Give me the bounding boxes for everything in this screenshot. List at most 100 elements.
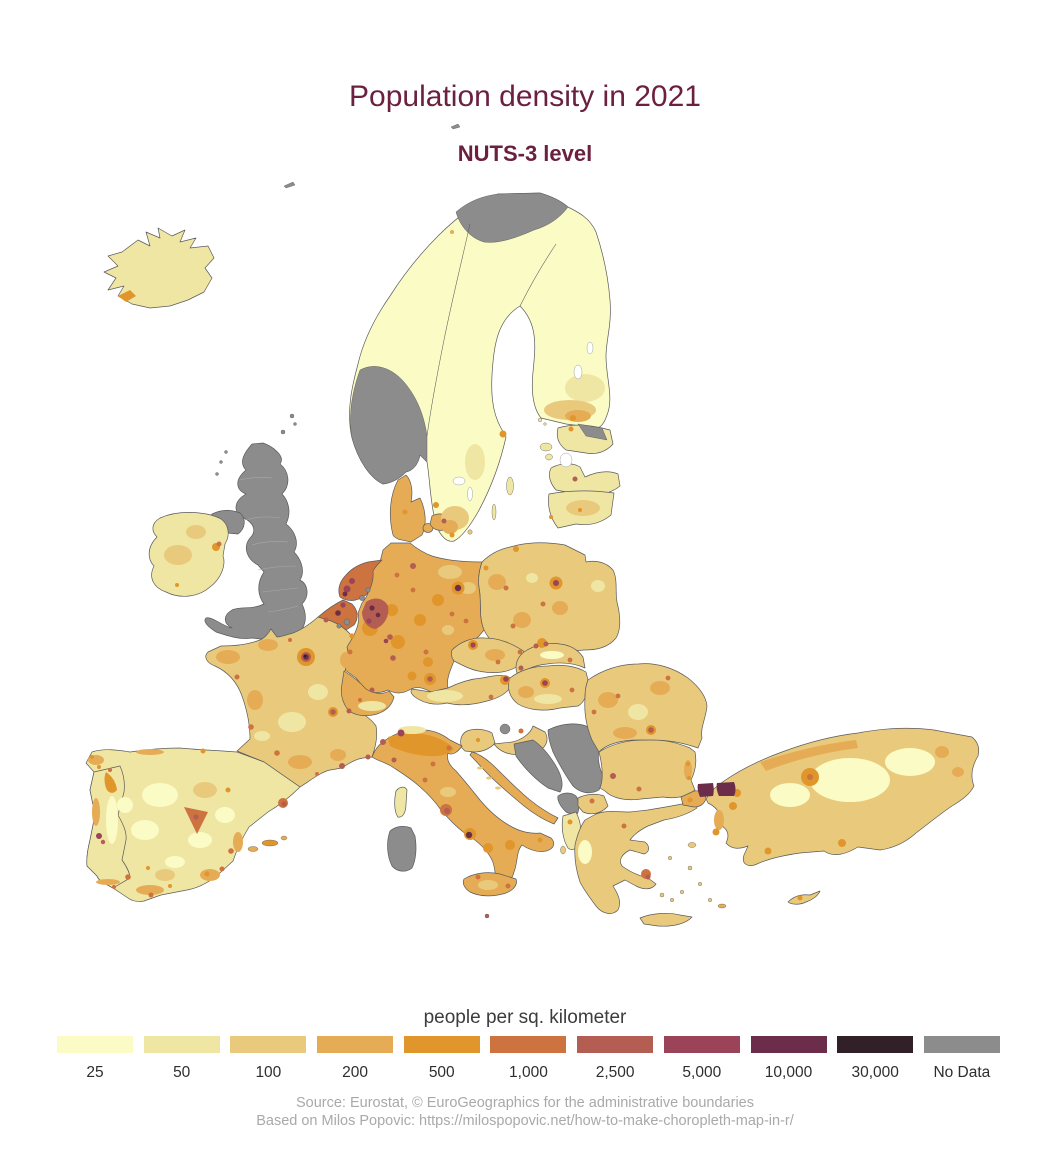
legend-item-30-000: 30,000 bbox=[837, 1036, 914, 1082]
finnish-lake-2 bbox=[586, 341, 594, 355]
legend-swatch bbox=[317, 1036, 394, 1053]
accent-alicante bbox=[219, 866, 225, 872]
legend-swatch bbox=[403, 1036, 480, 1053]
accent-es-coast-200 bbox=[136, 885, 164, 895]
finnish-lake-1 bbox=[573, 364, 583, 380]
region-gr-island bbox=[708, 898, 713, 903]
accent-izmir bbox=[712, 828, 720, 836]
region-nl-grey bbox=[365, 587, 371, 593]
accent-valencia bbox=[228, 848, 234, 854]
accent-de-blob bbox=[386, 604, 398, 616]
region-gr-island bbox=[659, 892, 665, 898]
legend-item-5-000: 5,000 bbox=[663, 1036, 740, 1082]
legend-swatch bbox=[577, 1036, 654, 1053]
accent-de-pale bbox=[460, 582, 476, 594]
accent-sweden-south-200 bbox=[442, 520, 458, 534]
accent-de-blob bbox=[423, 657, 433, 667]
accent-debrecen bbox=[569, 687, 575, 693]
accent-bremen bbox=[394, 572, 400, 578]
region-wallonia-grey bbox=[336, 623, 342, 629]
region-bornholm bbox=[467, 529, 473, 535]
accent-pt-pale bbox=[106, 796, 118, 844]
accent-tr-blacksea bbox=[760, 740, 858, 771]
gulf-of-riga bbox=[559, 452, 573, 468]
region-norway-south bbox=[350, 366, 428, 485]
gb-nuts-line bbox=[267, 605, 299, 613]
accent-bordeaux bbox=[248, 724, 254, 730]
legend-label: 2,500 bbox=[595, 1064, 635, 1081]
accent-ljubljana bbox=[475, 737, 481, 743]
accent-zagreb bbox=[518, 728, 524, 734]
accent-es-coast-200 bbox=[200, 869, 220, 881]
accent-milan bbox=[397, 729, 405, 737]
accent-fr-patch bbox=[216, 650, 240, 664]
accent-es-coast-200 bbox=[233, 832, 243, 852]
region-gr-island bbox=[698, 882, 703, 887]
accent-palermo bbox=[475, 874, 481, 880]
accent-granada bbox=[168, 884, 172, 888]
region-hebrides bbox=[224, 450, 228, 454]
accent-geneva bbox=[346, 708, 352, 714]
accent-sicily-center bbox=[478, 880, 498, 890]
accent-poland-pale bbox=[591, 580, 605, 592]
accent-iasi bbox=[665, 675, 671, 681]
accent-graz bbox=[488, 694, 494, 700]
accent-cordoba bbox=[146, 866, 150, 870]
accent-es-pale bbox=[215, 807, 235, 823]
region-nl-grey bbox=[359, 595, 365, 601]
region-shetland bbox=[289, 413, 295, 419]
legend-swatch bbox=[750, 1036, 827, 1053]
region-gr-island bbox=[680, 890, 685, 895]
accent-bursa bbox=[729, 802, 737, 810]
accent-fr-patch bbox=[330, 749, 346, 761]
accent-fr-patch bbox=[247, 690, 263, 710]
accent-stockholm bbox=[499, 430, 507, 438]
region-balearic-minor bbox=[247, 846, 259, 852]
accent-krakow bbox=[543, 641, 549, 647]
accent-hu-pale bbox=[534, 694, 562, 704]
source-caption: Source: Eurostat, © EuroGeographics for … bbox=[0, 1094, 1050, 1130]
accent-ie-patch bbox=[164, 545, 192, 565]
accent-varna bbox=[685, 761, 691, 767]
region-croatia-grey bbox=[499, 723, 511, 735]
legend-item-500: 500 bbox=[403, 1036, 480, 1082]
accent-leipzig bbox=[449, 611, 455, 617]
region-corsica bbox=[394, 786, 408, 818]
region-corfu bbox=[560, 845, 566, 855]
legend-swatch bbox=[923, 1036, 1000, 1053]
accent-lyon bbox=[330, 709, 336, 715]
accent-ankara bbox=[807, 774, 813, 780]
legend-item-1-000: 1,000 bbox=[490, 1036, 567, 1082]
gb-nuts-line bbox=[244, 516, 281, 521]
accent-randstad bbox=[349, 578, 355, 584]
accent-turin bbox=[380, 739, 386, 745]
accent-riga bbox=[572, 476, 578, 482]
region-sardinia bbox=[387, 825, 417, 872]
legend-label: 1,000 bbox=[509, 1064, 548, 1081]
accent-naples bbox=[465, 831, 473, 839]
accent-es-pale bbox=[142, 783, 178, 807]
accent-hr-island bbox=[486, 776, 492, 780]
accent-poznan bbox=[503, 585, 509, 591]
legend-label: 50 bbox=[173, 1064, 191, 1081]
accent-finland-se-patch bbox=[565, 410, 591, 422]
accent-istanbul-east bbox=[716, 782, 736, 796]
accent-hamburg bbox=[410, 563, 416, 569]
accent-nice bbox=[365, 754, 371, 760]
accent-budapest bbox=[542, 680, 548, 686]
accent-rotterdam bbox=[342, 591, 348, 597]
gb-nuts-line bbox=[261, 587, 299, 593]
accent-zurich bbox=[369, 687, 375, 693]
accent-katowice bbox=[533, 643, 539, 649]
accent-rouen bbox=[288, 638, 292, 642]
accent-venice bbox=[446, 745, 452, 751]
accent-de-blob bbox=[407, 671, 417, 681]
accent-lisbon bbox=[96, 833, 102, 839]
region-denmark-jutland bbox=[389, 474, 426, 543]
accent-madrid bbox=[193, 814, 199, 820]
accent-at-alps bbox=[427, 690, 463, 702]
accent-antwerp bbox=[340, 602, 346, 608]
accent-de-blob bbox=[414, 614, 426, 626]
accent-marseille bbox=[339, 763, 345, 769]
accent-genoa bbox=[391, 757, 397, 763]
